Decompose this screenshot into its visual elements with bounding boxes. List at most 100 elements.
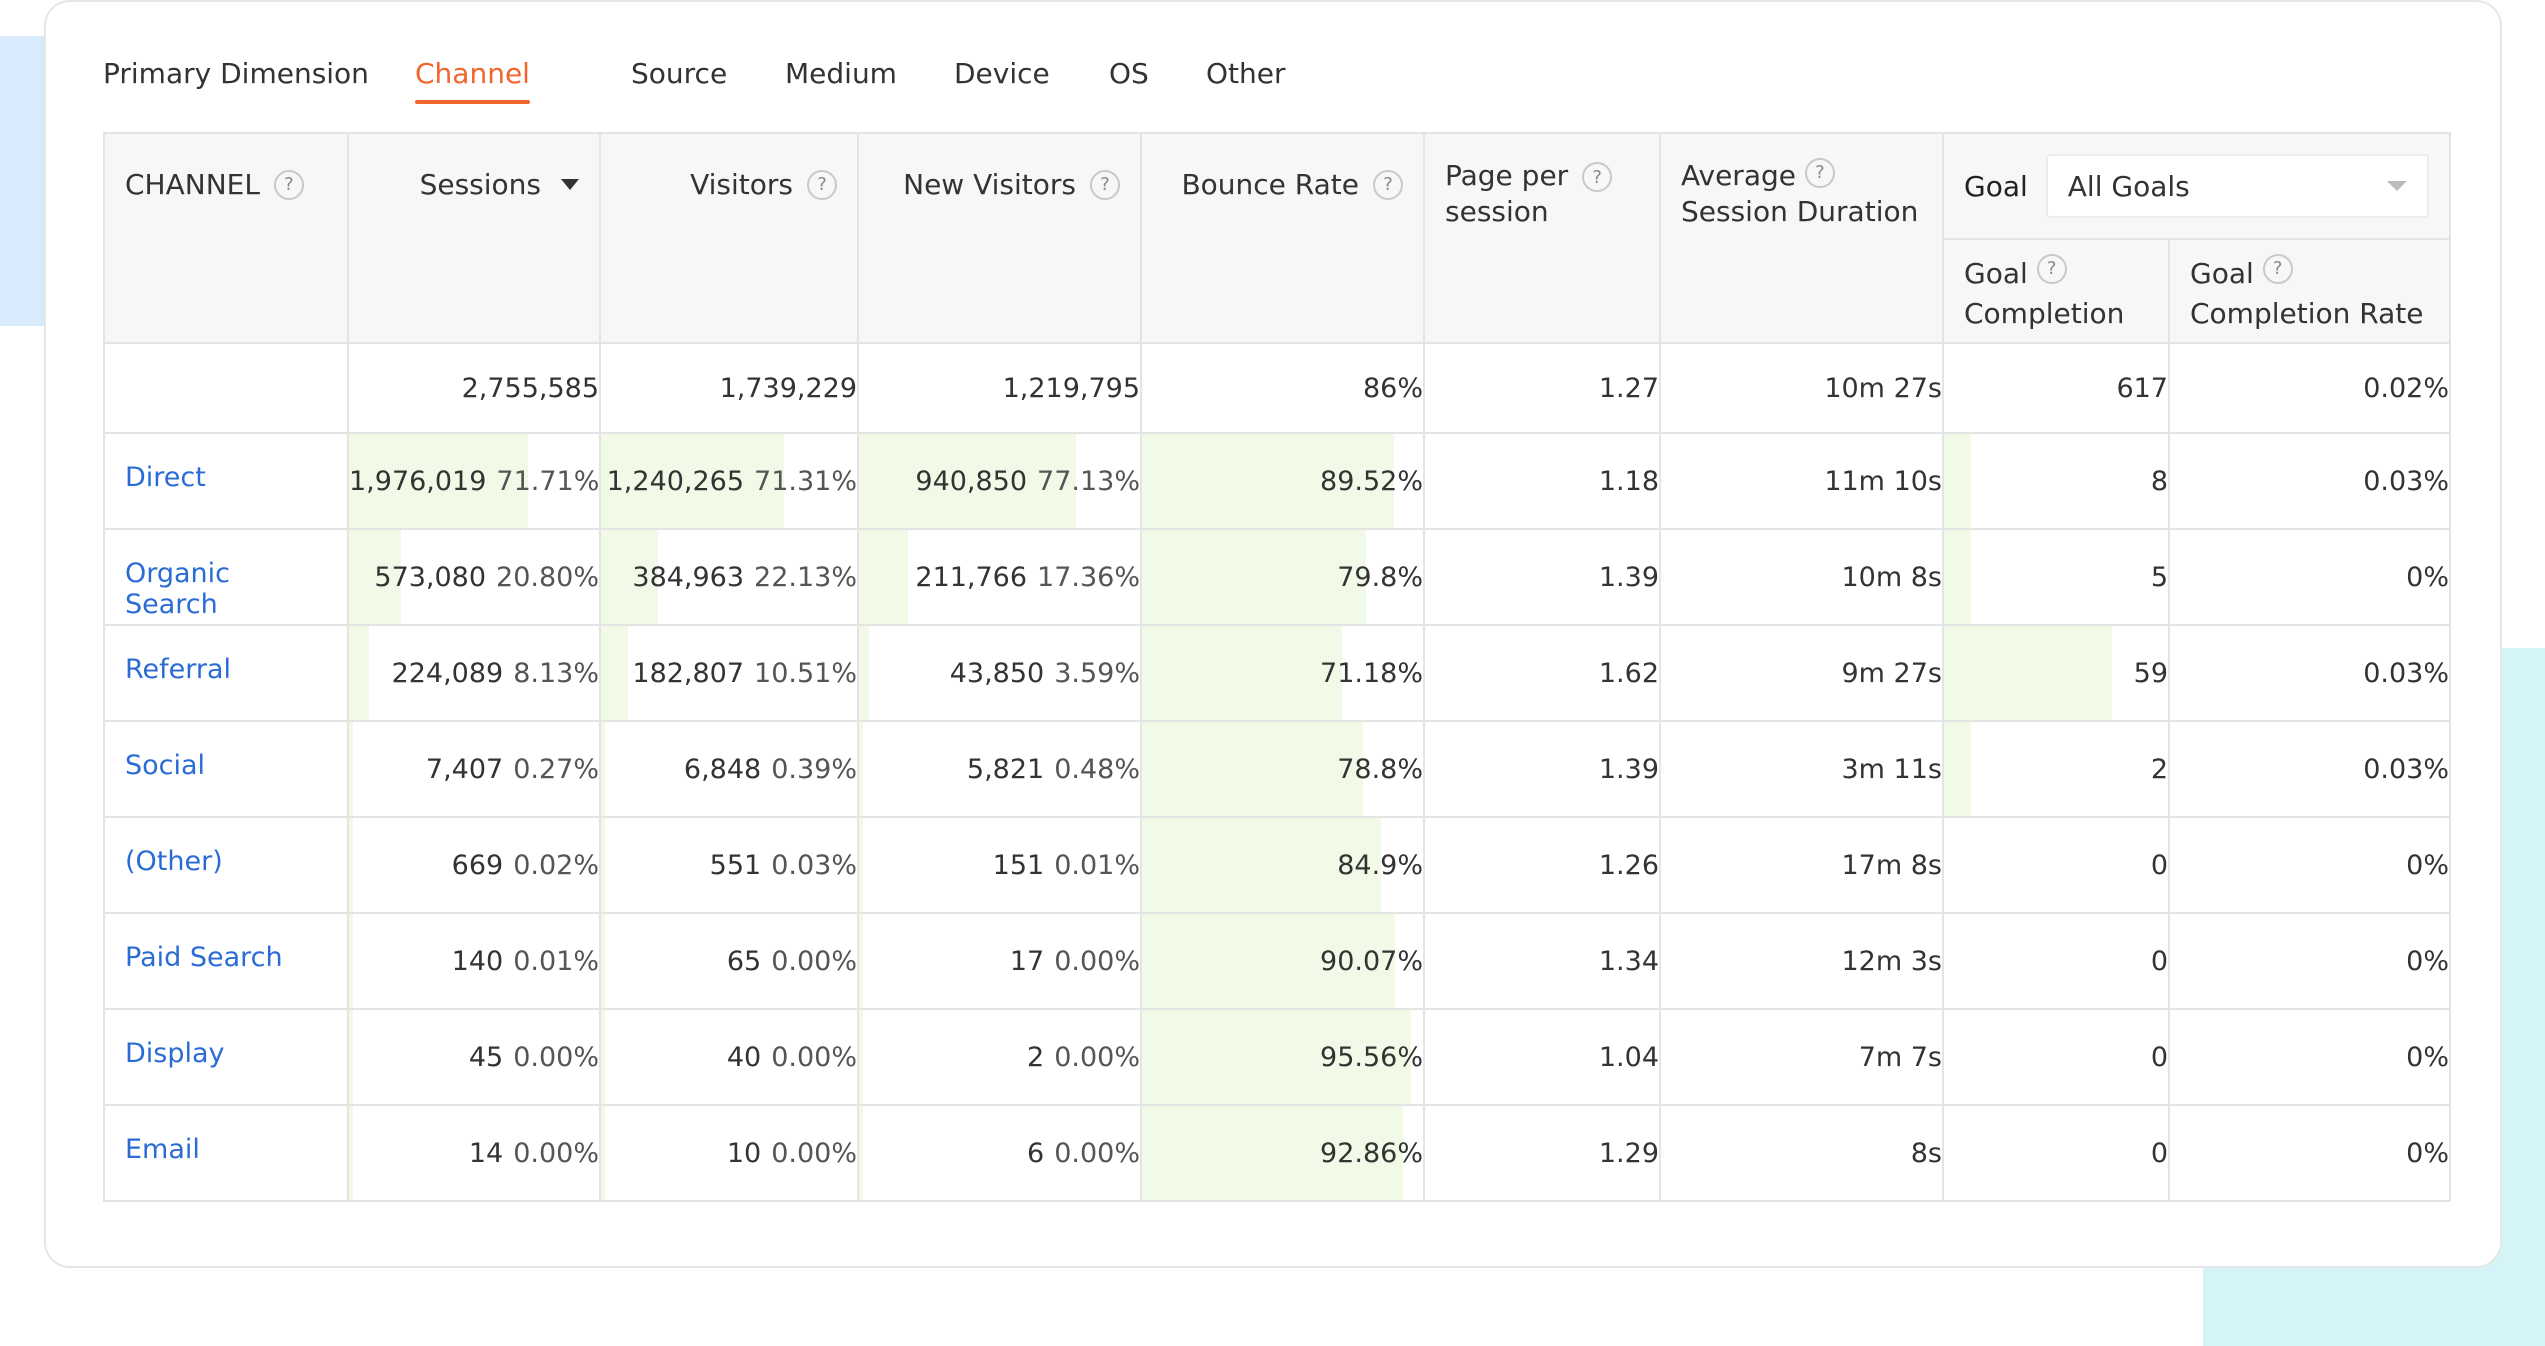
help-icon[interactable]: ? [1804,158,1835,188]
channel-link[interactable]: Organic Search [125,558,231,620]
report-card: Primary Dimension Channel Source Medium … [44,0,2502,1268]
goal-rate-value: 0% [2167,1104,2452,1202]
sessions-cell: 14 0.00% [347,1104,601,1202]
page-per-session-value: 1.62 [1423,624,1661,722]
page-per-session-value: 1.26 [1423,816,1661,914]
visitors-cell: 10 0.00% [599,1104,859,1202]
visitors-cell: 182,807 10.51% [599,624,859,722]
channel-link[interactable]: Direct [125,462,206,493]
tab-channel[interactable]: Channel [415,57,530,104]
new-visitors-cell: 211,766 17.36% [857,528,1142,626]
header-bounce-rate[interactable]: Bounce Rate? [1140,132,1425,344]
share-bar [859,434,1076,528]
new-visitors-cell: 940,850 77.13% [857,432,1142,530]
sessions-share: 71.71% [496,465,600,497]
visitors-share: 0.00% [771,1041,857,1073]
tab-os[interactable]: OS [1109,57,1149,90]
help-icon[interactable]: ? [2262,254,2293,284]
visitors-share: 0.03% [771,849,857,881]
new-visitors-value: 211,766 [915,561,1028,593]
channel-link[interactable]: Display [125,1038,225,1069]
sessions-cell: 1,976,019 71.71% [347,432,601,530]
help-icon[interactable]: ? [807,169,837,200]
tab-device[interactable]: Device [954,57,1050,90]
header-goal-completion[interactable]: Goal ? Completion [1942,238,2170,344]
bounce-bar [1142,722,1364,816]
visitors-share: 0.00% [771,945,857,977]
help-icon[interactable]: ? [1373,169,1403,200]
channel-link[interactable]: Referral [125,654,232,685]
help-icon[interactable]: ? [1582,162,1613,192]
header-new-visitors[interactable]: New Visitors? [857,132,1142,344]
channel-cell: Direct [103,432,349,530]
share-bar [859,722,864,816]
visitors-value: 6,848 [683,753,762,785]
share-bar [349,818,353,912]
goal-select-value: All Goals [2067,169,2190,203]
table-row: Display 45 0.00% 40 0.00% 2 0.00% 95.56% 1.04… [103,1008,2452,1106]
bounce-bar [1142,818,1381,912]
total-goal-rate: 0.02% [2167,342,2452,434]
help-icon[interactable]: ? [273,169,304,200]
tab-medium[interactable]: Medium [785,57,897,90]
bounce-rate-value: 89.52% [1320,465,1423,497]
channel-link[interactable]: Social [125,750,206,781]
header-goal: Goal All Goals [1941,132,2452,240]
header-sessions[interactable]: Sessions [347,132,601,344]
new-visitors-value: 6 [1027,1137,1045,1169]
share-bar [859,530,908,624]
sessions-share: 0.27% [513,753,599,785]
visitors-value: 10 [726,1137,762,1169]
sort-desc-icon [561,179,579,190]
new-visitors-cell: 6 0.00% [857,1104,1142,1202]
new-visitors-value: 151 [992,849,1045,881]
goal-bar [1944,434,1971,528]
bounce-rate-cell: 79.8% [1140,528,1425,626]
header-gcr-line2: Completion Rate [2190,297,2424,330]
channel-link[interactable]: Email [125,1134,200,1165]
sessions-value: 7,407 [425,753,504,785]
channel-link[interactable]: (Other) [125,846,223,877]
goal-completion-cell: 8 [1942,432,2170,530]
bounce-bar [1142,914,1396,1008]
header-channel: CHANNEL? [103,132,349,344]
visitors-value: 182,807 [632,657,745,689]
channel-table: CHANNEL? Sessions Visitors? New Visitors… [103,132,2452,1202]
chevron-down-icon [2387,181,2408,191]
goal-completion-cell: 5 [1942,528,2170,626]
page-per-session-value: 1.39 [1423,528,1661,626]
bounce-rate-cell: 71.18% [1140,624,1425,722]
tab-other[interactable]: Other [1206,57,1286,90]
goal-completion-cell: 2 [1942,720,2170,818]
new-visitors-share: 0.00% [1054,1041,1140,1073]
new-visitors-share: 0.00% [1054,945,1140,977]
background-decor-left [0,36,46,326]
bounce-bar [1142,626,1343,720]
tab-source[interactable]: Source [631,57,728,90]
header-page-per-session[interactable]: Page per session ? [1423,132,1661,344]
avg-duration-value: 17m 8s [1659,816,1944,914]
sessions-value: 669 [451,849,504,881]
goal-bar [1944,626,2112,720]
share-bar [349,434,529,528]
sessions-cell: 7,407 0.27% [347,720,601,818]
table-header-row: CHANNEL? Sessions Visitors? New Visitors… [103,132,2452,344]
new-visitors-share: 17.36% [1037,561,1140,593]
help-icon[interactable]: ? [1090,169,1120,200]
channel-cell: (Other) [103,816,349,914]
header-avg-duration[interactable]: Average ? Session Duration [1659,132,1944,344]
bounce-rate-cell: 90.07% [1140,912,1425,1010]
goal-select[interactable]: All Goals [2045,154,2430,218]
header-visitors[interactable]: Visitors? [599,132,859,344]
goal-rate-value: 0.03% [2167,624,2452,722]
channel-cell: Referral [103,624,349,722]
visitors-cell: 1,240,265 71.31% [599,432,859,530]
header-goal-completion-rate[interactable]: Goal ? Completion Rate [2167,238,2452,344]
total-visitors: 1,739,229 [599,342,859,434]
help-icon[interactable]: ? [2036,254,2067,284]
channel-link[interactable]: Paid Search [125,942,283,973]
sessions-value: 14 [468,1137,504,1169]
visitors-cell: 65 0.00% [599,912,859,1010]
bounce-bar [1142,530,1367,624]
share-bar [349,530,401,624]
